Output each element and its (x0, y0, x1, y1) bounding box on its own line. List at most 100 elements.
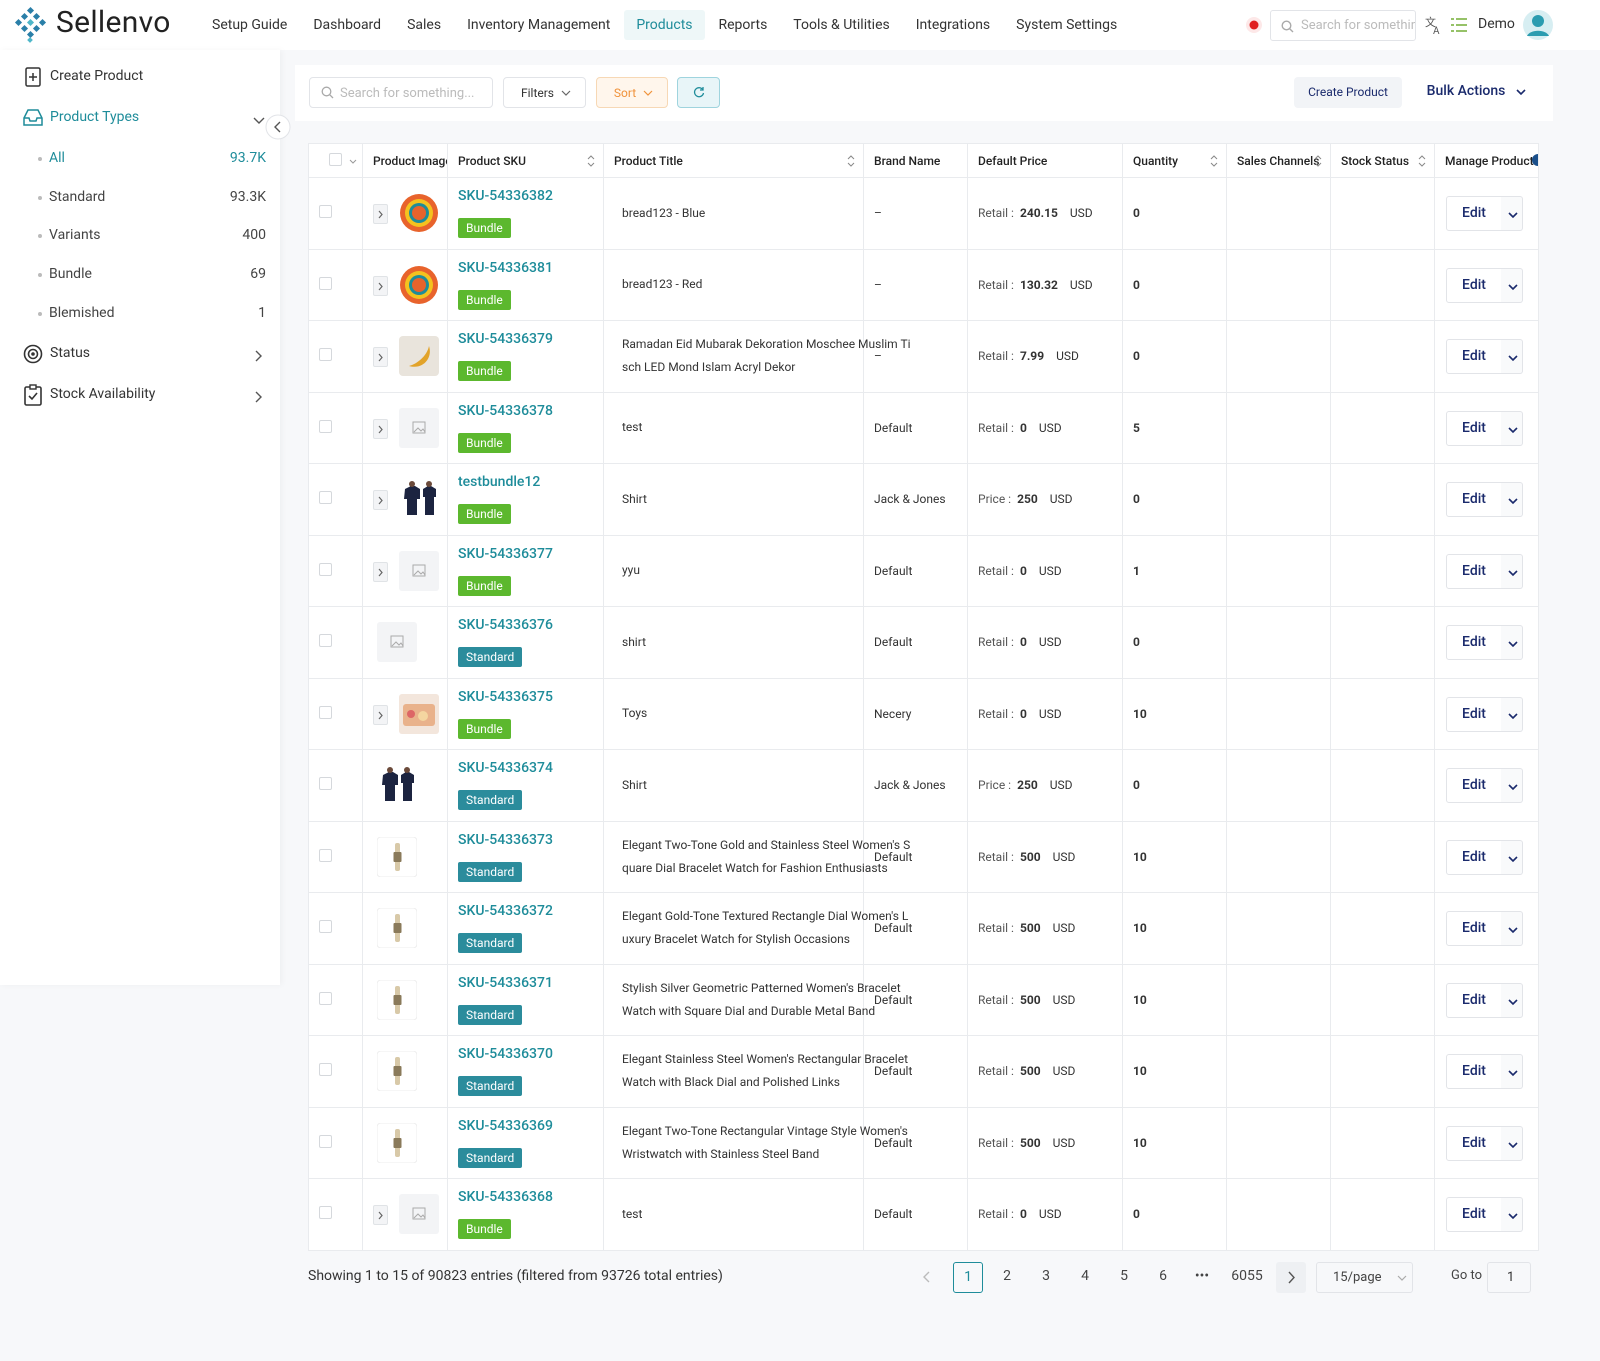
column-header[interactable]: Quantity (1122, 143, 1227, 178)
bulk-actions-button[interactable]: Bulk Actions (1412, 77, 1532, 108)
page-size-select[interactable]: 15/page (1316, 1262, 1413, 1293)
edit-button[interactable]: Edit (1446, 982, 1502, 1018)
row-checkbox[interactable] (319, 777, 332, 790)
edit-menu-button[interactable] (1501, 482, 1523, 517)
expand-button[interactable] (373, 204, 388, 224)
page-button[interactable]: 2 (1003, 1268, 1011, 1284)
expand-button[interactable] (373, 561, 388, 582)
row-checkbox[interactable] (319, 1134, 332, 1148)
page-button[interactable]: 6055 (1231, 1268, 1263, 1284)
column-header[interactable]: Product Title (603, 143, 864, 178)
edit-button[interactable]: Edit (1446, 768, 1502, 803)
filters-button[interactable]: Filters (503, 77, 586, 108)
row-checkbox[interactable] (319, 348, 332, 361)
edit-menu-button[interactable] (1501, 911, 1523, 946)
translate-icon[interactable]: 文A (1424, 15, 1444, 35)
expand-button[interactable] (373, 347, 388, 367)
sku-link[interactable]: SKU-54336375 (458, 688, 553, 705)
sku-link[interactable]: testbundle12 (458, 474, 541, 490)
edit-menu-button[interactable] (1501, 196, 1523, 231)
expand-button[interactable] (373, 418, 388, 439)
edit-button[interactable]: Edit (1446, 1125, 1502, 1161)
nav-link[interactable]: Sales (407, 17, 442, 33)
column-header[interactable]: Stock Status (1330, 143, 1435, 178)
edit-button[interactable]: Edit (1446, 1197, 1502, 1232)
row-checkbox[interactable] (319, 419, 332, 433)
nav-link[interactable]: Dashboard (313, 17, 382, 33)
edit-button[interactable]: Edit (1446, 267, 1502, 303)
edit-menu-button[interactable] (1501, 1125, 1523, 1161)
create-product-button[interactable]: Create Product (1294, 77, 1402, 108)
type-filter[interactable]: Blemished 1 (38, 305, 266, 321)
page-button[interactable]: ••• (1194, 1268, 1210, 1284)
sku-link[interactable]: SKU-54336370 (458, 1046, 553, 1062)
row-checkbox[interactable] (319, 920, 332, 933)
record-indicator[interactable] (1245, 16, 1263, 34)
column-header[interactable]: Sales Channels (1226, 143, 1331, 178)
select-all-checkbox[interactable] (329, 152, 342, 166)
edit-menu-button[interactable] (1501, 768, 1523, 803)
expand-button[interactable] (373, 1205, 388, 1225)
edit-menu-button[interactable] (1501, 339, 1523, 374)
edit-menu-button[interactable] (1501, 1197, 1523, 1232)
nav-link[interactable]: Inventory Management (467, 17, 611, 33)
row-checkbox[interactable] (319, 1063, 332, 1076)
edit-button[interactable]: Edit (1446, 625, 1502, 660)
sort-button[interactable]: Sort (596, 77, 668, 108)
type-filter[interactable]: All 93.7K (38, 150, 266, 166)
sku-link[interactable]: SKU-54336377 (458, 545, 553, 562)
edit-menu-button[interactable] (1501, 982, 1523, 1018)
row-checkbox[interactable] (319, 1206, 332, 1219)
page-button[interactable]: 1 (953, 1262, 983, 1293)
edit-menu-button[interactable] (1501, 696, 1523, 732)
sku-link[interactable]: SKU-54336369 (458, 1117, 553, 1134)
edit-button[interactable]: Edit (1446, 553, 1502, 589)
user-name[interactable]: Demo (1478, 16, 1515, 32)
edit-button[interactable]: Edit (1446, 696, 1502, 732)
row-checkbox[interactable] (319, 848, 332, 862)
edit-button[interactable]: Edit (1446, 339, 1502, 374)
row-checkbox[interactable] (319, 562, 332, 576)
type-filter[interactable]: Standard 93.3K (38, 189, 266, 205)
next-page[interactable] (1276, 1262, 1306, 1293)
nav-link[interactable]: System Settings (1016, 17, 1118, 33)
expand-button[interactable] (373, 275, 388, 296)
page-button[interactable]: 5 (1120, 1268, 1128, 1284)
sku-link[interactable]: SKU-54336372 (458, 903, 553, 919)
logo[interactable]: Sellenvo (56, 5, 171, 40)
sku-link[interactable]: SKU-54336373 (458, 831, 553, 848)
nav-link[interactable]: Tools & Utilities (793, 17, 890, 33)
page-button[interactable]: 3 (1042, 1268, 1050, 1284)
edit-menu-button[interactable] (1501, 267, 1523, 303)
edit-button[interactable]: Edit (1446, 839, 1502, 875)
edit-button[interactable]: Edit (1446, 410, 1502, 446)
edit-menu-button[interactable] (1501, 553, 1523, 589)
edit-menu-button[interactable] (1501, 625, 1523, 660)
row-checkbox[interactable] (319, 491, 332, 504)
edit-menu-button[interactable] (1501, 410, 1523, 446)
edit-menu-button[interactable] (1501, 839, 1523, 875)
row-checkbox[interactable] (319, 276, 332, 290)
sku-link[interactable]: SKU-54336378 (458, 402, 553, 419)
menu-icon[interactable] (1450, 16, 1468, 34)
column-header[interactable]: Product SKU (447, 143, 604, 178)
goto-input[interactable]: 1 (1487, 1262, 1531, 1293)
page-button[interactable]: 6 (1159, 1268, 1167, 1284)
sku-link[interactable]: SKU-54336376 (458, 617, 553, 633)
row-checkbox[interactable] (319, 991, 332, 1005)
edit-button[interactable]: Edit (1446, 911, 1502, 946)
nav-link[interactable]: Products (624, 10, 705, 40)
stock-availability-link[interactable]: Stock Availability (50, 386, 156, 402)
sku-link[interactable]: SKU-54336382 (458, 188, 553, 204)
product-types-toggle[interactable]: Product Types (50, 109, 140, 125)
type-filter[interactable]: Variants 400 (38, 227, 266, 243)
sku-link[interactable]: SKU-54336379 (458, 331, 553, 347)
sku-link[interactable]: SKU-54336374 (458, 760, 553, 776)
collapse-button[interactable] (265, 114, 291, 140)
nav-link[interactable]: Setup Guide (212, 17, 288, 33)
global-search[interactable]: Search for something... (1270, 10, 1416, 41)
edit-button[interactable]: Edit (1446, 482, 1502, 517)
refresh-button[interactable] (677, 77, 720, 108)
expand-button[interactable] (373, 704, 388, 725)
page-button[interactable]: 4 (1081, 1268, 1089, 1284)
